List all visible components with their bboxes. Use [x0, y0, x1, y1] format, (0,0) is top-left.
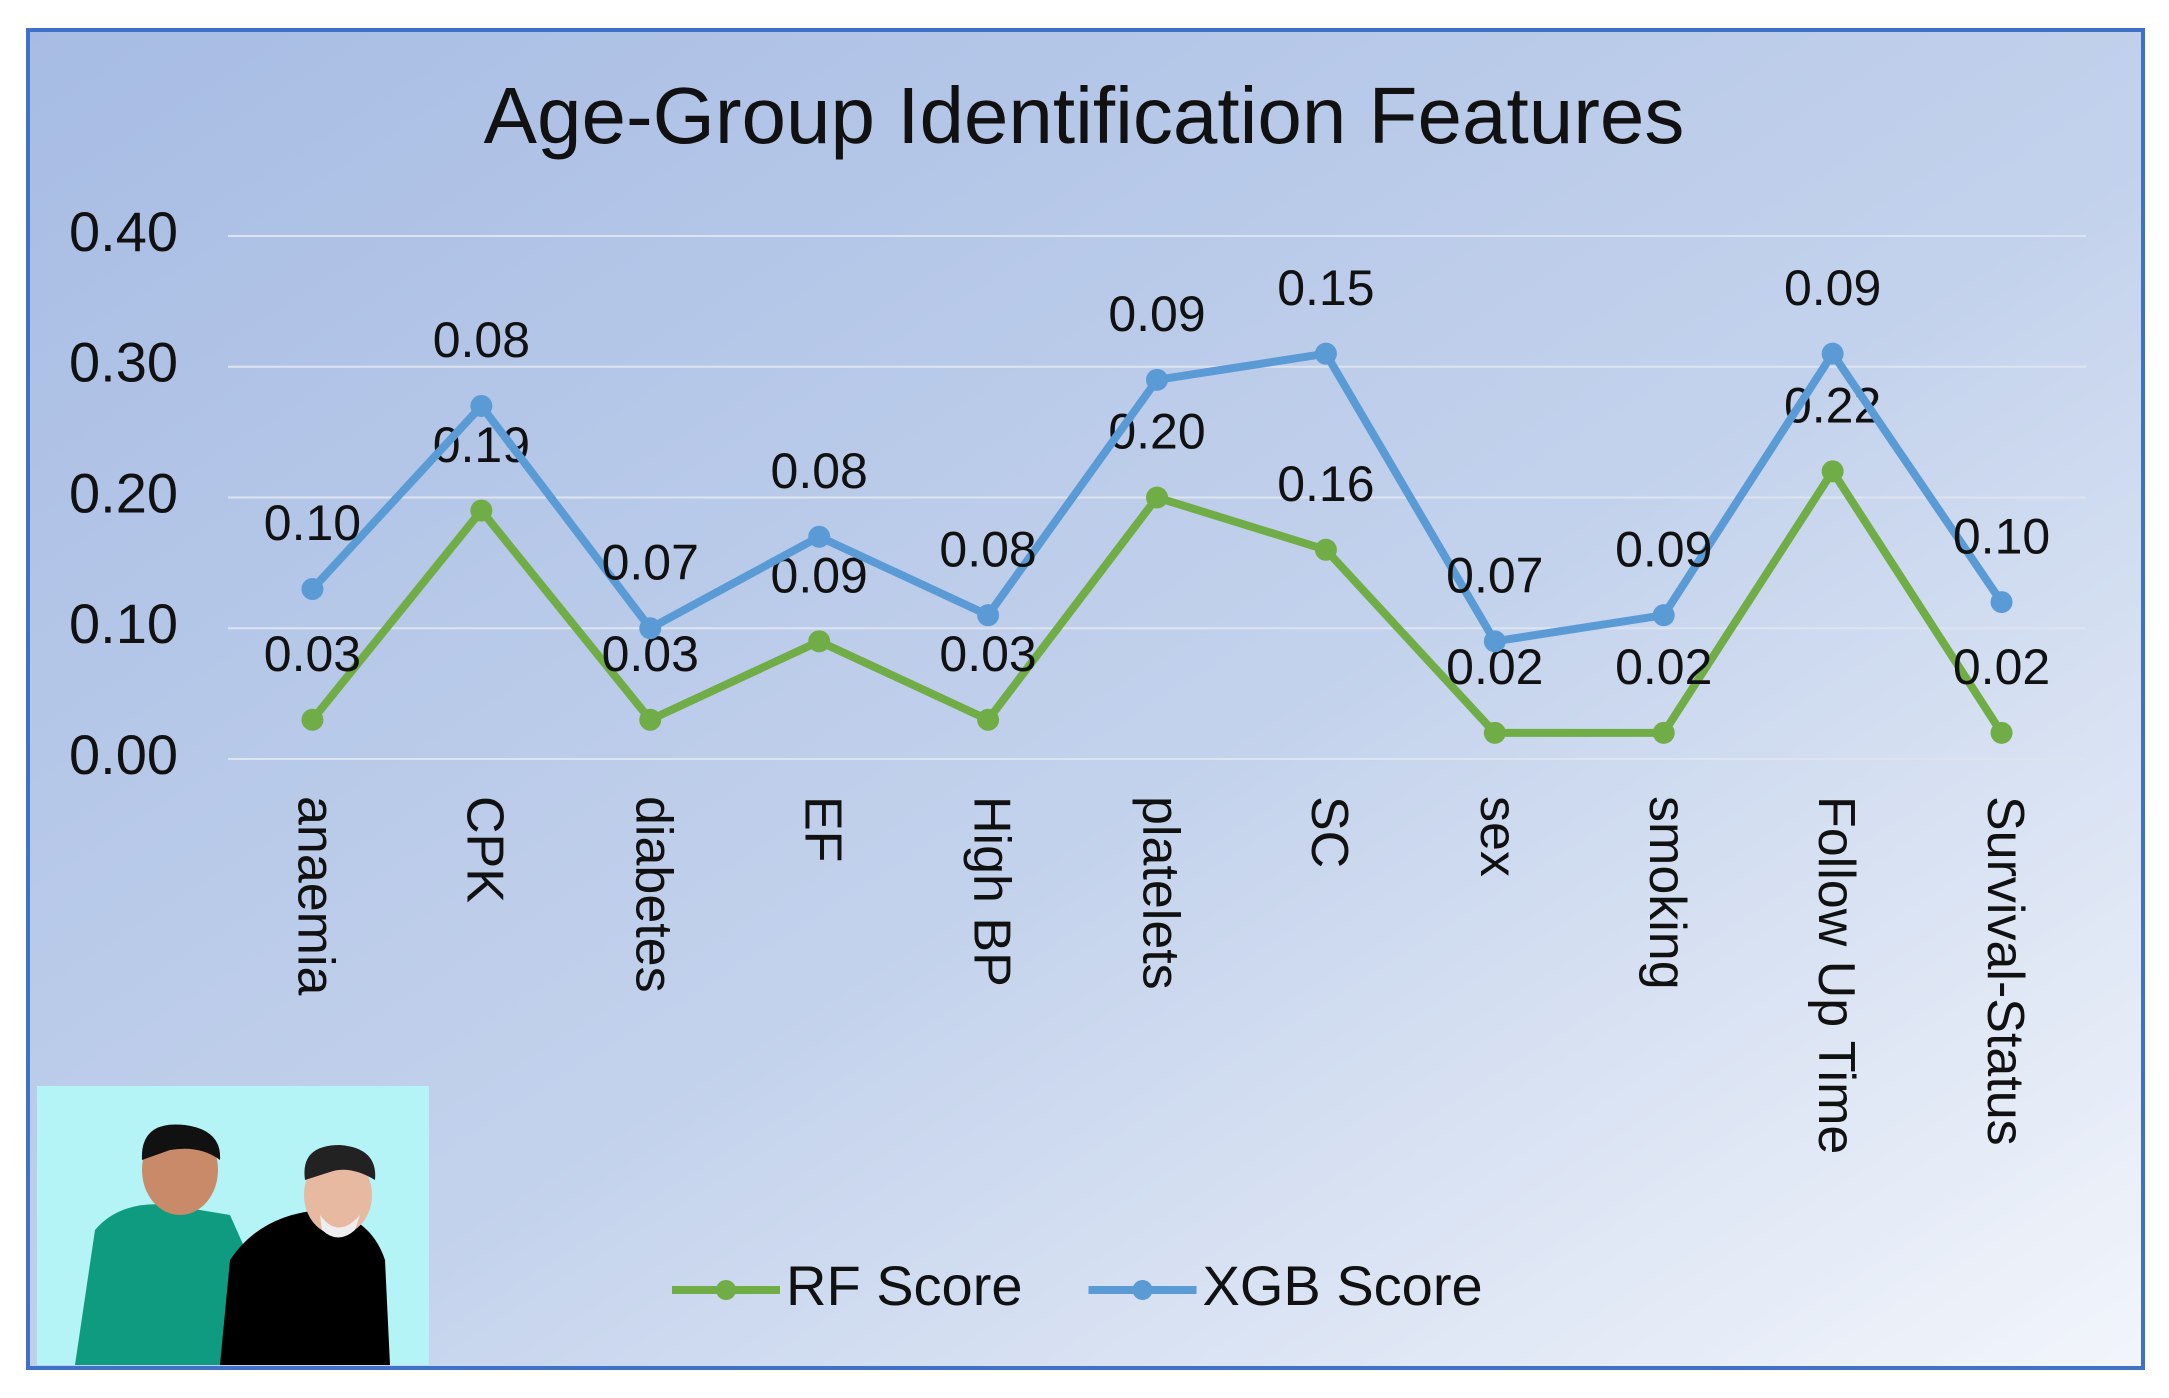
data-label: 0.10: [264, 495, 361, 551]
data-label: 0.08: [939, 521, 1036, 577]
y-tick-label: 0.40: [69, 200, 178, 263]
y-tick-label: 0.10: [69, 592, 178, 655]
x-tick-label: High BP: [962, 796, 1020, 987]
x-tick-label: anaemia: [287, 796, 345, 996]
data-label: 0.07: [602, 534, 699, 590]
point: [1314, 538, 1337, 561]
x-tick-label: Follow Up Time: [1807, 796, 1865, 1154]
data-label: 0.16: [1277, 456, 1374, 512]
data-label: 0.10: [1953, 508, 2050, 564]
point: [808, 525, 831, 548]
point: [1990, 591, 2013, 614]
point: [1821, 460, 1844, 483]
legend-marker: [1132, 1280, 1153, 1300]
data-label: 0.07: [1446, 548, 1543, 604]
x-tick-label: diabetes: [625, 796, 683, 993]
x-tick-label: CPK: [456, 796, 514, 903]
point: [1821, 342, 1844, 365]
x-tick-label: smoking: [1638, 796, 1696, 990]
point: [639, 708, 662, 731]
point: [1146, 368, 1168, 391]
data-label: 0.09: [1784, 260, 1881, 316]
data-label: 0.15: [1277, 260, 1374, 316]
data-label: 0.02: [1615, 639, 1712, 695]
data-label: 0.03: [939, 626, 1036, 682]
point: [1146, 486, 1168, 509]
x-tick-label: Survival-Status: [1976, 796, 2034, 1146]
point: [1652, 721, 1675, 744]
x-tick-label: platelets: [1131, 796, 1189, 990]
x-tick-label: sex: [1469, 796, 1527, 877]
data-label: 0.09: [1615, 521, 1712, 577]
data-label: 0.03: [264, 626, 361, 682]
point: [470, 499, 493, 522]
data-label: 0.09: [1108, 286, 1205, 342]
y-tick-label: 0.20: [69, 461, 178, 524]
point: [1652, 604, 1675, 627]
x-tick-label: EF: [793, 796, 851, 862]
legend-label: RF Score: [786, 1254, 1023, 1317]
point: [977, 604, 1000, 627]
data-label: 0.08: [433, 312, 530, 368]
point: [301, 578, 324, 601]
point: [977, 708, 1000, 731]
legend-marker: [716, 1280, 736, 1300]
y-tick-label: 0.30: [69, 331, 178, 394]
data-label: 0.02: [1953, 639, 2050, 695]
illustration: [37, 1086, 429, 1365]
x-tick-label: SC: [1300, 796, 1358, 868]
point: [808, 630, 831, 653]
data-label: 0.08: [771, 443, 868, 499]
chart-title: Age-Group Identification Features: [484, 71, 1685, 160]
point: [1483, 630, 1506, 653]
point: [639, 617, 662, 640]
point: [1483, 721, 1506, 744]
point: [1314, 342, 1337, 365]
legend-label: XGB Score: [1203, 1254, 1483, 1317]
point: [301, 708, 324, 731]
point: [470, 394, 493, 417]
y-tick-label: 0.00: [69, 723, 178, 786]
point: [1990, 721, 2013, 744]
